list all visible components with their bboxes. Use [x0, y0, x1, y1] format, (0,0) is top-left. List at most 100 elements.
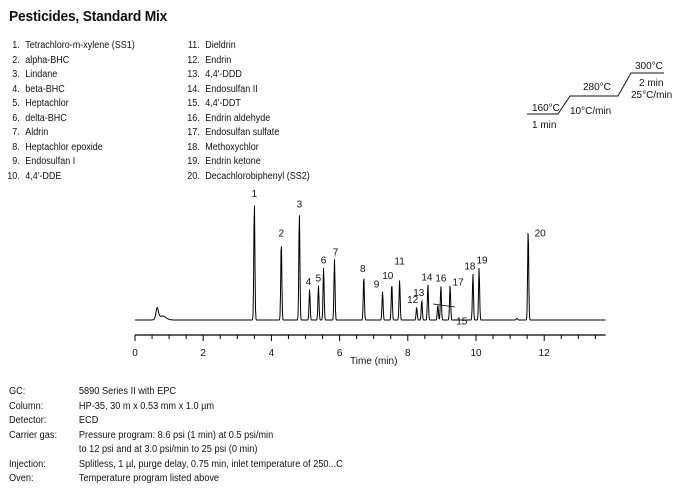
- legend-number: 9.: [12, 156, 20, 167]
- legend-number: 7.: [12, 127, 20, 138]
- condition-value-line: ECD: [78, 415, 99, 426]
- condition-row: Carrier gas: Pressure program: 8.6 psi (1…: [9, 429, 343, 458]
- condition-value-line: Pressure program: 8.6 psi (1 min) at 0.5…: [78, 429, 274, 441]
- x-tick-label: 2: [200, 348, 206, 359]
- legend-compound-name: Endosulfan II: [205, 83, 258, 95]
- legend-number: 18.: [187, 141, 200, 153]
- legend-number: 12.: [187, 54, 200, 66]
- condition-value: HP-35, 30 m x 0.53 mm x 1.0 µm: [79, 400, 214, 415]
- legend-number: 20.: [187, 170, 200, 182]
- legend-item: 1. Tetrachloro-m-xylene (SS1): [0, 39, 135, 54]
- peak-label: 2: [279, 228, 285, 239]
- condition-value-line: HP-35, 30 m x 0.53 mm x 1.0 µm: [78, 400, 215, 412]
- legend-number: 13.: [187, 69, 200, 80]
- x-tick-label: 10: [470, 348, 482, 359]
- legend-item: 8. Heptachlor epoxide: [0, 141, 135, 156]
- temp1-label: 160°C: [532, 103, 560, 114]
- legend-number: 11.: [187, 40, 200, 51]
- legend-compound-name: Endrin aldehyde: [205, 112, 271, 124]
- condition-row: Injection: Splitless, 1 µl, purge delay, …: [9, 458, 343, 473]
- peak-label: 8: [360, 264, 366, 275]
- legend-compound-name: Aldrin: [25, 127, 49, 138]
- peak-label: 20: [535, 228, 547, 239]
- legend-compound-name: Methoxychlor: [205, 141, 259, 153]
- legend-number: 6.: [12, 112, 20, 124]
- legend-compound-name: Endrin: [205, 54, 232, 66]
- legend-compound-name: Endosulfan I: [25, 156, 76, 167]
- legend-number: 10.: [7, 170, 20, 182]
- legend-number: 8.: [12, 141, 20, 153]
- legend-compound-name: Decachlorobiphenyl (SS2): [205, 170, 310, 182]
- peak-label: 9: [374, 279, 380, 290]
- compound-legend-left: 1. Tetrachloro-m-xylene (SS1) 2. alpha-BHC 3…: [0, 39, 135, 185]
- legend-item: 10. 4,4′-DDE: [0, 170, 135, 185]
- hold1-label: 1 min: [532, 120, 556, 131]
- legend-compound-name: beta-BHC: [25, 83, 65, 95]
- legend-item: 17. Endosulfan sulfate: [180, 126, 310, 141]
- condition-value-line: Splitless, 1 µl, purge delay, 0.75 min, …: [78, 458, 343, 470]
- x-tick-label: 8: [405, 348, 411, 359]
- rate1-label: 10°C/min: [570, 106, 611, 117]
- x-axis: 0 2 4 6 8 10 12: [132, 334, 606, 359]
- chromatogram: 160°C 1 min 10°C/min 280°C 300°C 2 min 2…: [132, 61, 672, 367]
- legend-number: 15.: [187, 98, 200, 109]
- legend-compound-name: Heptachlor: [25, 98, 69, 109]
- peak-label: 6: [321, 256, 327, 267]
- legend-number: 16.: [187, 112, 200, 124]
- condition-value-line: 5890 Series II with EPC: [78, 386, 177, 397]
- legend-number: 4.: [12, 83, 20, 95]
- legend-item: 9. Endosulfan I: [0, 155, 135, 170]
- legend-number: 2.: [12, 54, 20, 66]
- condition-label: GC:: [9, 386, 26, 397]
- legend-number: 3.: [12, 69, 20, 80]
- x-tick-label: 0: [132, 348, 138, 359]
- legend-compound-name: Lindane: [25, 69, 58, 80]
- condition-value: 5890 Series II with EPC: [79, 385, 176, 400]
- condition-value-line: Temperature program listed above: [78, 473, 220, 484]
- instrument-conditions: GC: 5890 Series II with EPC Column: HP-35, …: [9, 385, 343, 487]
- peak-15-leader-line: [432, 303, 456, 308]
- legend-item: 11. Dieldrin: [180, 39, 310, 54]
- condition-value: ECD: [79, 414, 98, 429]
- x-tick-label: 12: [539, 348, 551, 359]
- condition-value-line: to 12 psi and at 3.0 psi/min to 25 psi (…: [78, 444, 258, 455]
- compound-legend-right: 11. Dieldrin 12. Endrin 13. 4,4′-DDD 14. Endosu…: [180, 39, 310, 184]
- peak-label: 14: [421, 272, 433, 283]
- condition-row: Oven: Temperature program listed above: [9, 472, 343, 487]
- legend-compound-name: Endosulfan sulfate: [205, 127, 280, 138]
- legend-compound-name: Tetrachloro-m-xylene (SS1): [25, 40, 135, 51]
- peak-label: 10: [382, 271, 394, 282]
- condition-label: Detector:: [9, 415, 47, 426]
- peak-label: 17: [453, 277, 465, 288]
- condition-row: GC: 5890 Series II with EPC: [9, 385, 343, 400]
- legend-compound-name: Heptachlor epoxide: [25, 141, 103, 153]
- temperature-program-diagram: [527, 72, 664, 115]
- peak-label: 18: [464, 262, 476, 273]
- condition-label: Carrier gas:: [9, 429, 58, 441]
- x-tick-label: 4: [269, 348, 275, 359]
- legend-item: 5. Heptachlor: [0, 97, 135, 112]
- condition-value: Pressure program: 8.6 psi (1 min) at 0.5…: [79, 429, 273, 458]
- condition-label: Oven:: [9, 473, 34, 484]
- legend-item: 3. Lindane: [0, 68, 135, 83]
- legend-number: 14.: [187, 83, 200, 95]
- condition-value: Temperature program listed above: [79, 472, 219, 487]
- legend-compound-name: 4,4′-DDD: [205, 69, 242, 80]
- legend-item: 7. Aldrin: [0, 126, 135, 141]
- peak-label: 3: [297, 200, 303, 211]
- temp2-label: 280°C: [583, 82, 611, 93]
- legend-number: 5.: [12, 98, 20, 109]
- condition-row: Column: HP-35, 30 m x 0.53 mm x 1.0 µm: [9, 400, 343, 415]
- page-title: Pesticides, Standard Mix: [9, 8, 168, 25]
- condition-row: Detector: ECD: [9, 414, 343, 429]
- peak-label: 5: [316, 273, 322, 284]
- legend-item: 18. Methoxychlor: [180, 141, 310, 156]
- x-axis-label: Time (min): [350, 356, 397, 367]
- legend-item: 16. Endrin aldehyde: [180, 112, 310, 127]
- legend-item: 13. 4,4′-DDD: [180, 68, 310, 83]
- legend-number: 17.: [187, 127, 200, 138]
- peak-label: 19: [477, 256, 489, 267]
- legend-item: 15. 4,4′-DDT: [180, 97, 310, 112]
- hold3-label: 2 min: [639, 78, 663, 89]
